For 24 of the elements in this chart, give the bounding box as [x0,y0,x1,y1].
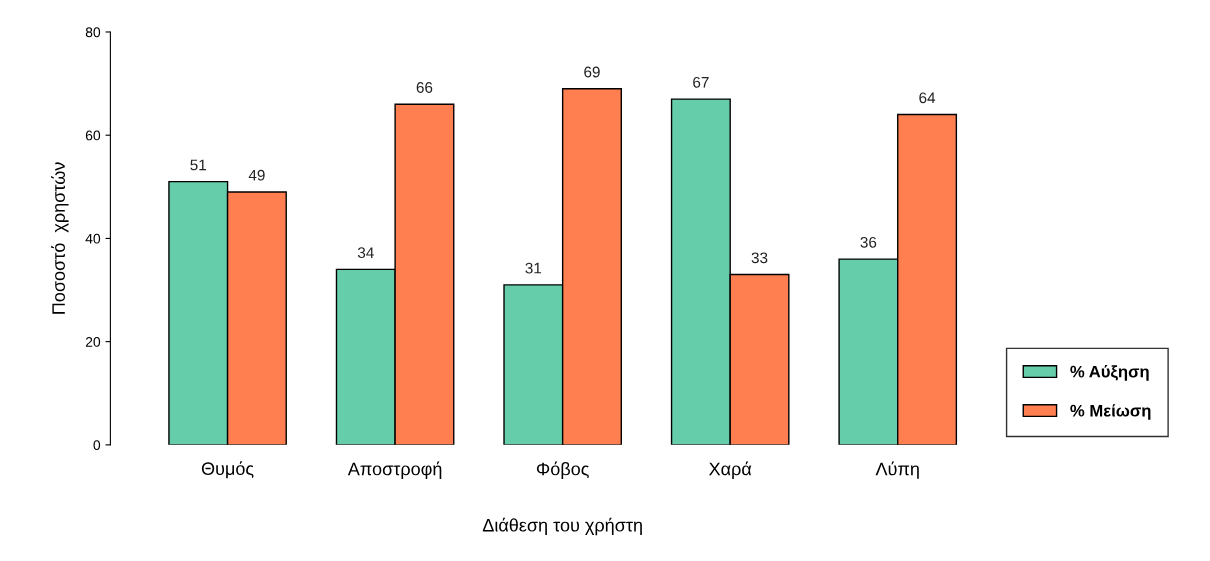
y-axis-title: Ποσοστό χρηστών [51,162,69,314]
y-tick-label: 80 [85,27,101,38]
legend-label: % Αύξηση [1070,365,1149,381]
data-label: 34 [357,247,374,259]
x-axis-title: Διάθεση του χρήστη [482,517,642,536]
x-tick-label: Χαρά [709,461,752,479]
x-tick-label: Θυμός [201,461,254,479]
y-tick-label: 60 [85,130,101,141]
data-label: 67 [693,76,709,88]
data-label: 33 [751,252,768,264]
data-label: 64 [919,92,936,104]
data-label: 49 [248,169,265,181]
data-label: 51 [190,159,207,171]
x-tick-label: Φόβος [536,461,589,479]
x-tick-label: Λύπη [875,461,919,479]
x-tick-label: Αποστροφή [347,461,442,479]
y-tick-label: 20 [85,336,101,347]
data-label: 31 [525,262,542,274]
legend-label: % Μείωση [1070,404,1151,420]
data-label: 66 [416,82,433,93]
data-label: 69 [584,66,600,78]
data-label: 36 [860,236,877,248]
y-tick-label: 40 [85,233,101,244]
y-tick-label: 0 [93,440,101,451]
